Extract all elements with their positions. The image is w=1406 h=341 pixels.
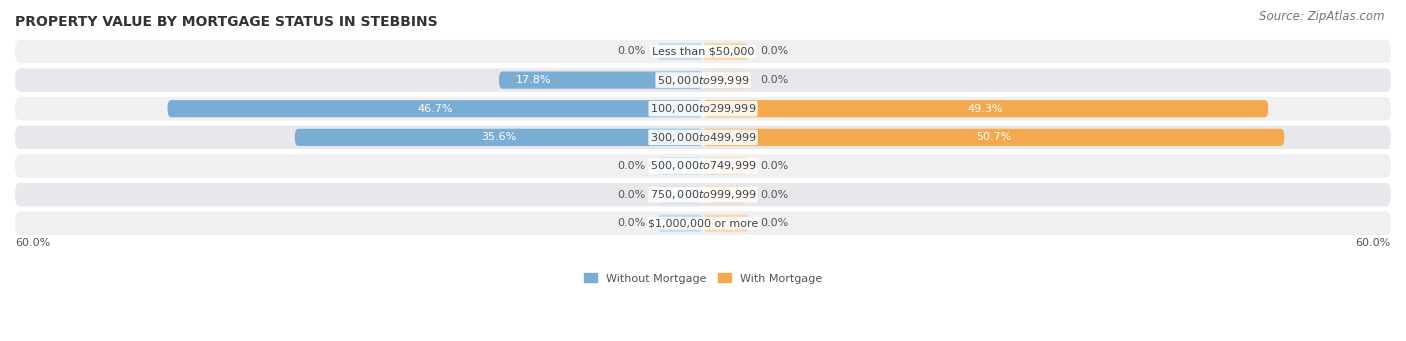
FancyBboxPatch shape — [703, 72, 749, 89]
Text: 0.0%: 0.0% — [617, 161, 645, 171]
FancyBboxPatch shape — [295, 129, 703, 146]
FancyBboxPatch shape — [15, 154, 1391, 178]
Text: $1,000,000 or more: $1,000,000 or more — [648, 218, 758, 228]
Text: $300,000 to $499,999: $300,000 to $499,999 — [650, 131, 756, 144]
Legend: Without Mortgage, With Mortgage: Without Mortgage, With Mortgage — [579, 269, 827, 288]
Text: $750,000 to $999,999: $750,000 to $999,999 — [650, 188, 756, 201]
Text: 0.0%: 0.0% — [761, 161, 789, 171]
Text: Less than $50,000: Less than $50,000 — [652, 46, 754, 56]
FancyBboxPatch shape — [15, 40, 1391, 63]
FancyBboxPatch shape — [703, 43, 749, 60]
Text: 0.0%: 0.0% — [617, 218, 645, 228]
Text: 60.0%: 60.0% — [1355, 238, 1391, 248]
FancyBboxPatch shape — [15, 125, 1391, 149]
Text: $50,000 to $99,999: $50,000 to $99,999 — [657, 74, 749, 87]
FancyBboxPatch shape — [703, 186, 749, 203]
FancyBboxPatch shape — [15, 211, 1391, 235]
FancyBboxPatch shape — [15, 97, 1391, 120]
Text: $100,000 to $299,999: $100,000 to $299,999 — [650, 102, 756, 115]
Text: 35.6%: 35.6% — [481, 132, 516, 142]
FancyBboxPatch shape — [703, 129, 1284, 146]
Text: $500,000 to $749,999: $500,000 to $749,999 — [650, 160, 756, 173]
Text: Source: ZipAtlas.com: Source: ZipAtlas.com — [1260, 10, 1385, 23]
FancyBboxPatch shape — [657, 158, 703, 175]
FancyBboxPatch shape — [657, 43, 703, 60]
Text: PROPERTY VALUE BY MORTGAGE STATUS IN STEBBINS: PROPERTY VALUE BY MORTGAGE STATUS IN STE… — [15, 15, 437, 29]
FancyBboxPatch shape — [657, 186, 703, 203]
FancyBboxPatch shape — [15, 183, 1391, 206]
Text: 0.0%: 0.0% — [761, 218, 789, 228]
Text: 0.0%: 0.0% — [761, 190, 789, 199]
Text: 49.3%: 49.3% — [967, 104, 1004, 114]
Text: 60.0%: 60.0% — [15, 238, 51, 248]
Text: 0.0%: 0.0% — [761, 75, 789, 85]
FancyBboxPatch shape — [167, 100, 703, 117]
Text: 0.0%: 0.0% — [761, 46, 789, 56]
FancyBboxPatch shape — [703, 100, 1268, 117]
FancyBboxPatch shape — [703, 215, 749, 232]
FancyBboxPatch shape — [499, 72, 703, 89]
Text: 46.7%: 46.7% — [418, 104, 453, 114]
FancyBboxPatch shape — [703, 158, 749, 175]
Text: 17.8%: 17.8% — [516, 75, 551, 85]
FancyBboxPatch shape — [657, 215, 703, 232]
FancyBboxPatch shape — [15, 68, 1391, 92]
Text: 0.0%: 0.0% — [617, 190, 645, 199]
Text: 0.0%: 0.0% — [617, 46, 645, 56]
Text: 50.7%: 50.7% — [976, 132, 1011, 142]
